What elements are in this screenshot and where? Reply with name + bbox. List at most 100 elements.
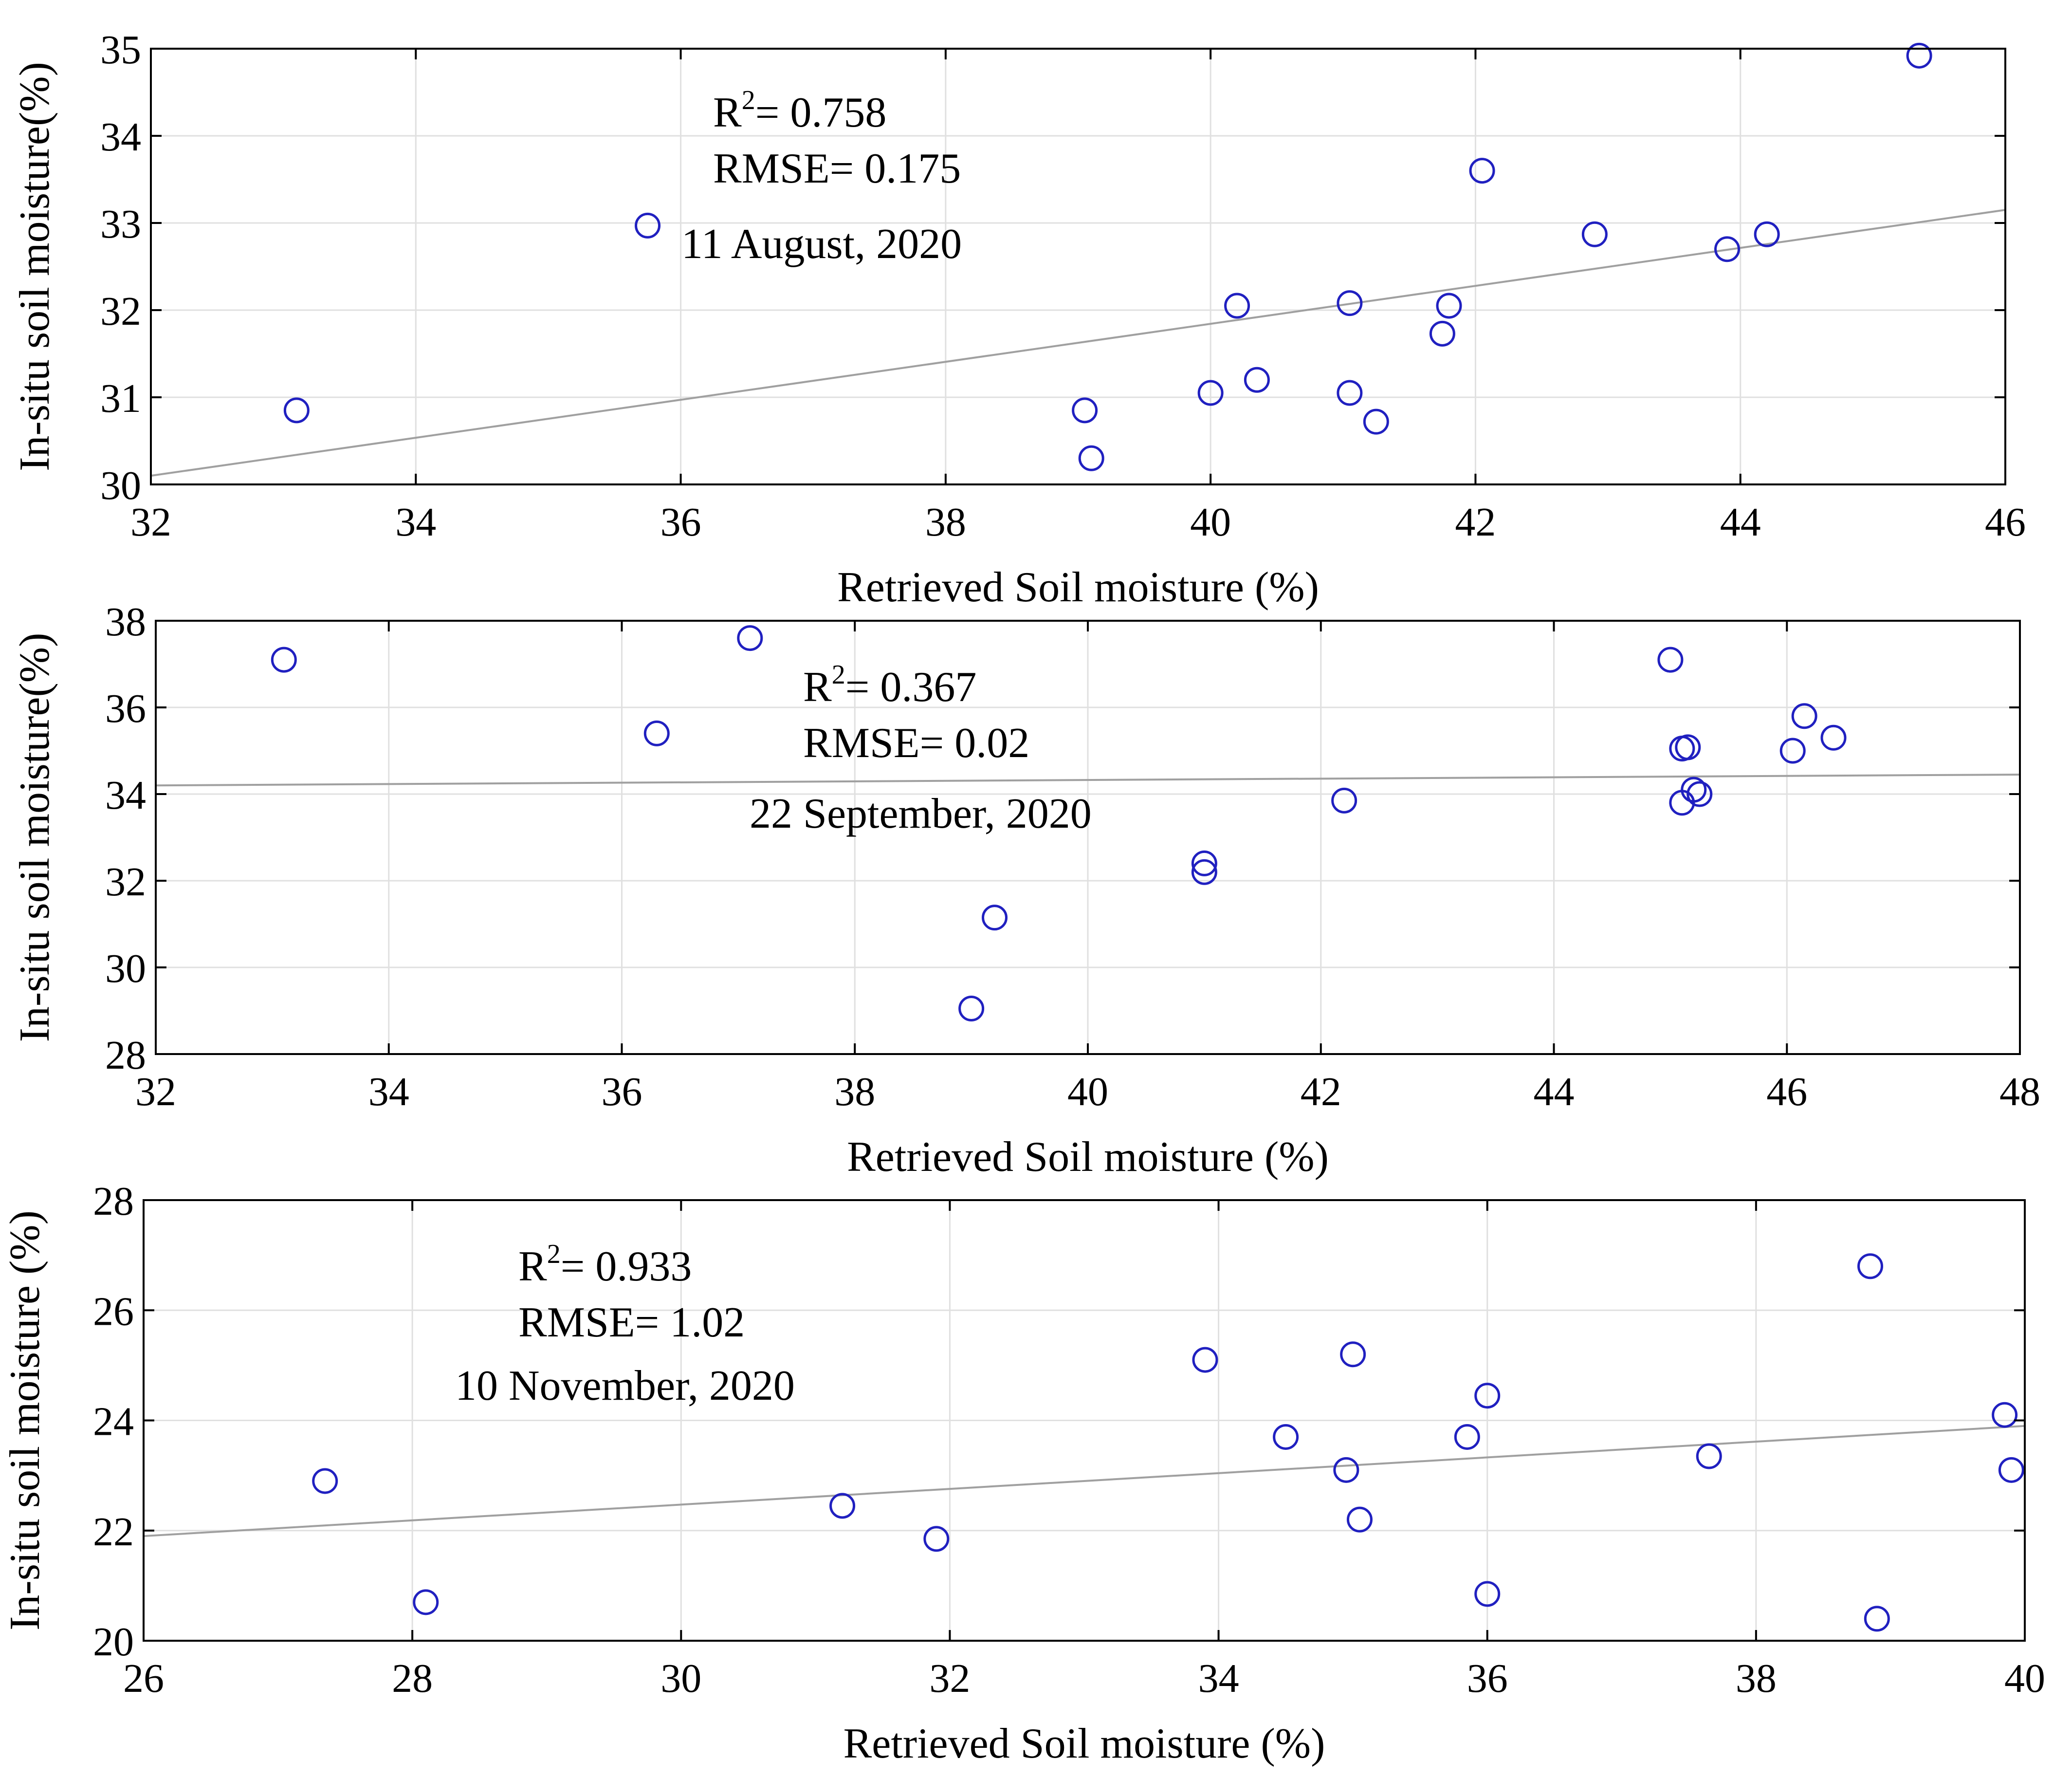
data-point [1657,647,1684,673]
data-point [923,1526,950,1552]
scatter-panel-2: 32 34 36 38 40 42 44 46 48 28 30 32 34 36 38 Retrieved … [11,599,2040,1181]
data-point [958,996,985,1022]
r-squared-annotation: R2= 0.367 [803,660,976,711]
rmse-annotation: RMSE= 0.02 [803,720,1029,767]
data-point [1331,787,1357,814]
y-tick-label: 31 [100,376,141,421]
data-point [829,1493,856,1519]
y-tick-label: 35 [100,27,141,73]
x-tick-label: 42 [1455,500,1496,545]
data-point [1454,1424,1480,1450]
x-tick-label: 32 [929,1656,970,1701]
data-point [635,212,661,239]
y-axis-label: In-situ soil moisture (%) [1,1210,49,1631]
data-point [1224,293,1250,319]
x-tick-label: 28 [392,1656,433,1701]
date-annotation: 11 August, 2020 [681,221,962,268]
rmse-annotation: RMSE= 0.175 [713,145,961,192]
data-point [1273,1424,1299,1450]
data-point [1998,1457,2024,1483]
data-point [312,1468,338,1494]
x-axis-label: Retrieved Soil moisture (%) [847,1133,1329,1181]
data-point [1340,1341,1366,1368]
data-point [1078,445,1104,471]
x-tick-label: 26 [123,1656,164,1701]
y-tick-label: 20 [93,1619,134,1665]
y-tick-label: 32 [105,859,146,905]
x-tick-label: 34 [395,500,436,545]
y-axis-label: In-situ soil moisture(%) [11,62,58,471]
regression-line [155,773,2020,787]
data-point [1779,738,1806,764]
y-tick-label: 24 [93,1399,134,1445]
data-point [1687,781,1713,807]
r-squared-symbol: R [518,1243,547,1290]
r-squared-value: = 0.933 [561,1243,692,1290]
data-point [643,720,670,746]
x-tick-label: 36 [660,500,701,545]
x-axis-label: Retrieved Soil moisture (%) [843,1720,1325,1767]
y-tick-label: 28 [93,1179,134,1224]
data-point [1191,859,1217,885]
x-tick-label: 32 [130,500,171,545]
r-squared-superscript: 2 [832,660,845,690]
x-tick-label: 40 [2004,1656,2045,1701]
plot-area [150,48,2006,485]
data-point [1337,290,1363,316]
y-tick-label: 26 [93,1289,134,1334]
data-point [1474,1383,1501,1409]
data-point [1791,703,1817,729]
y-tick-label: 38 [105,599,146,645]
regression-line [150,209,2006,477]
x-tick-label: 32 [135,1069,176,1114]
x-tick-label: 36 [1467,1656,1508,1701]
x-tick-label: 42 [1301,1069,1341,1114]
data-point [737,625,763,651]
x-tick-label: 38 [1736,1656,1777,1701]
data-point [1436,293,1462,319]
scatter-panel-3: 26 28 30 32 34 36 38 40 20 22 24 26 28 Retrieved Soil… [1,1179,2045,1767]
x-tick-label: 36 [602,1069,642,1114]
data-point [1191,850,1217,876]
r-squared-annotation: R2= 0.933 [518,1239,692,1290]
x-tick-label: 40 [1067,1069,1108,1114]
y-tick-label: 32 [100,289,141,334]
y-tick-label: 30 [100,463,141,508]
data-point [1857,1253,1884,1279]
x-tick-label: 38 [925,500,966,545]
data-point [1337,380,1363,406]
data-point [1469,158,1495,184]
x-tick-label: 48 [1999,1069,2040,1114]
data-point [1244,367,1270,393]
data-point [413,1589,439,1615]
y-axis-label: In-situ soil moisture(%) [11,633,58,1042]
data-point [1581,221,1608,247]
y-tick-label: 34 [100,114,141,160]
data-point [1696,1443,1722,1469]
x-tick-label: 46 [1766,1069,1807,1114]
data-point [1072,397,1098,424]
r-squared-value: = 0.367 [845,664,977,711]
x-tick-label: 44 [1720,500,1761,545]
x-tick-label: 30 [660,1656,701,1701]
r-squared-annotation: R2= 0.758 [713,85,886,136]
data-point [1197,380,1224,406]
y-tick-label: 22 [93,1509,134,1555]
r-squared-symbol: R [803,664,832,711]
r-squared-symbol: R [713,89,742,136]
x-tick-label: 46 [1985,500,2026,545]
y-tick-label: 34 [105,773,146,818]
data-point [1864,1606,1890,1632]
data-point [1820,724,1847,751]
y-tick-label: 30 [105,946,146,991]
data-point [1474,1581,1501,1607]
data-point [1675,734,1701,760]
x-tick-label: 40 [1190,500,1231,545]
r-squared-superscript: 2 [547,1239,561,1269]
data-point [283,397,310,424]
x-axis-label: Retrieved Soil moisture (%) [837,564,1319,611]
y-tick-label: 33 [100,202,141,247]
rmse-annotation: RMSE= 1.02 [518,1299,745,1346]
data-point [1333,1457,1359,1483]
